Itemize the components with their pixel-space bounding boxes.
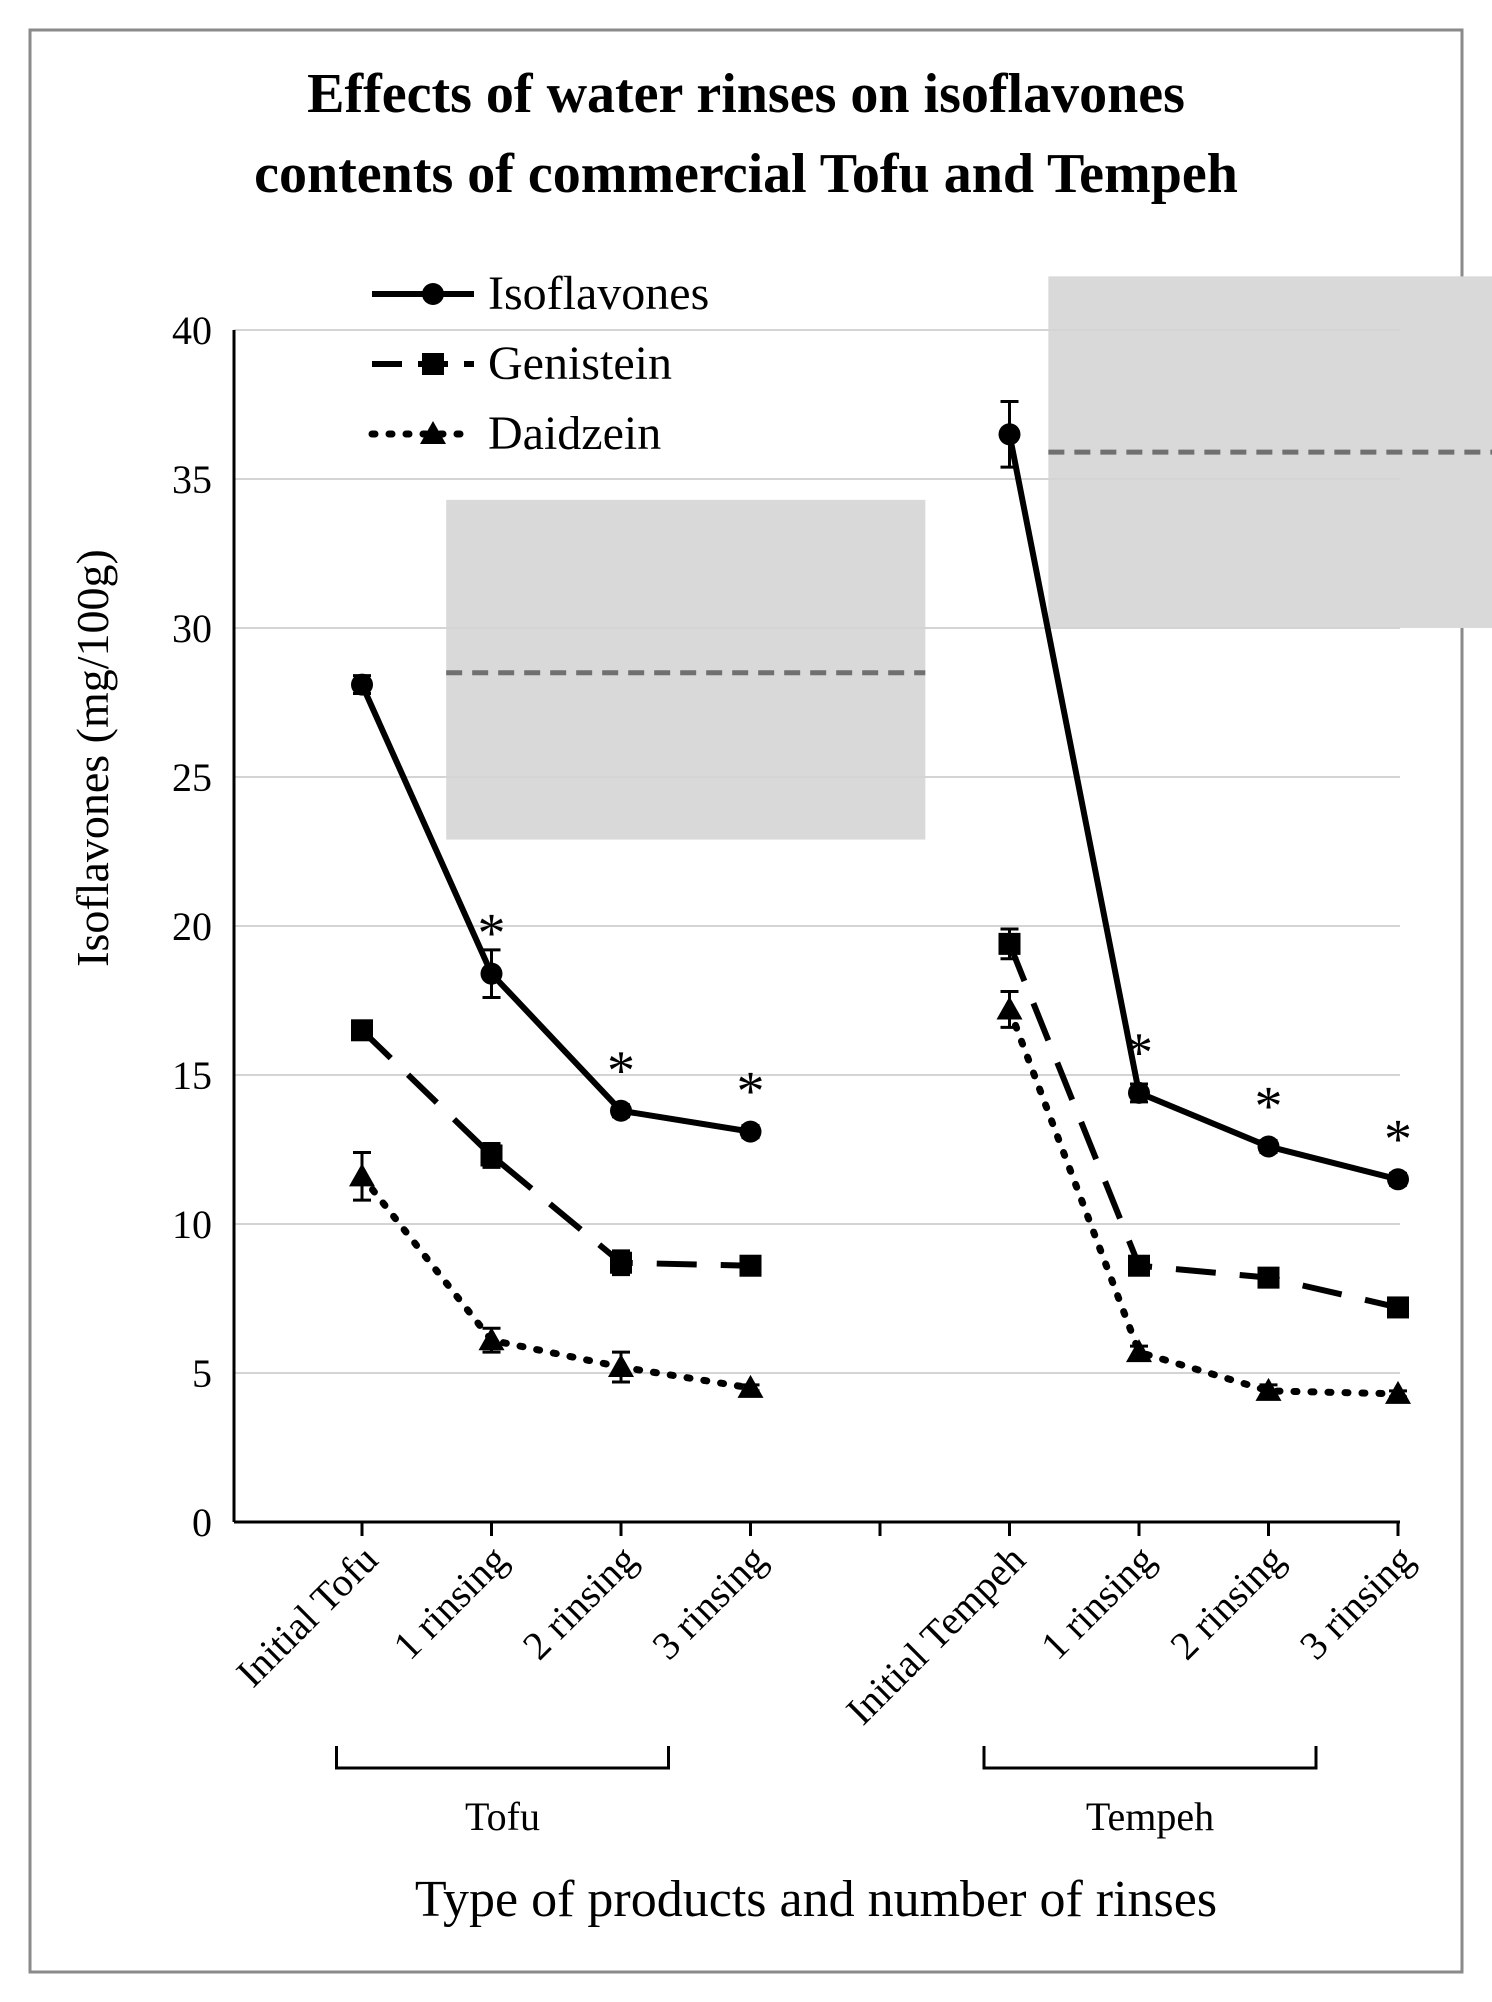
point-genistein-6 bbox=[1128, 1254, 1150, 1277]
point-isoflavones-7 bbox=[1257, 1135, 1280, 1158]
point-isoflavones-5 bbox=[998, 423, 1021, 446]
significance-star-2: * bbox=[607, 1040, 635, 1102]
legend-marker-daidzein bbox=[420, 421, 446, 444]
chart-title-line-1: Effects of water rinses on isoflavones bbox=[307, 63, 1185, 125]
point-genistein-7 bbox=[1257, 1266, 1280, 1289]
point-isoflavones-2 bbox=[610, 1099, 632, 1122]
point-genistein-3 bbox=[739, 1254, 762, 1277]
point-genistein-1 bbox=[480, 1144, 503, 1167]
series-line-isoflavones-1 bbox=[359, 683, 751, 1135]
legend-entry-daidzein: Daidzein bbox=[368, 407, 661, 460]
significance-star-7: * bbox=[1255, 1076, 1283, 1138]
group-label-2: Tempeh bbox=[1086, 1794, 1214, 1839]
point-isoflavones-3 bbox=[739, 1120, 762, 1143]
series-genistein bbox=[351, 927, 1409, 1319]
point-isoflavones-6 bbox=[1128, 1081, 1150, 1104]
y-tick-label-35: 35 bbox=[172, 457, 212, 502]
significance-star-3: * bbox=[737, 1061, 765, 1123]
y-tick-labels: 0 5 10 15 20 25 30 35 40 bbox=[172, 308, 212, 1545]
gridlines bbox=[234, 329, 1400, 1374]
significance-star-6: * bbox=[1125, 1022, 1153, 1084]
group-bracket-2 bbox=[982, 1746, 1318, 1770]
y-tick-label-10: 10 bbox=[172, 1202, 212, 1247]
y-tick-label-40: 40 bbox=[172, 308, 212, 353]
point-daidzein-1 bbox=[478, 1327, 505, 1351]
significance-markers: * * * * * * bbox=[478, 903, 1413, 1171]
point-isoflavones-1 bbox=[480, 962, 503, 985]
legend-entry-isoflavones: Isoflavones bbox=[372, 267, 709, 320]
group-bracket-1 bbox=[335, 1746, 670, 1770]
series-line-genistein-2 bbox=[1006, 942, 1399, 1311]
point-isoflavones-8 bbox=[1387, 1168, 1409, 1191]
point-genistein-2 bbox=[610, 1251, 632, 1274]
point-daidzein-8 bbox=[1385, 1380, 1411, 1404]
group-brackets: Tofu Tempeh bbox=[335, 1746, 1318, 1839]
y-tick-label-0: 0 bbox=[192, 1500, 212, 1545]
significance-star-1: * bbox=[478, 903, 506, 965]
point-genistein-8 bbox=[1387, 1296, 1409, 1319]
x-axis-label: Type of products and number of rinses bbox=[415, 1871, 1217, 1928]
series-daidzein bbox=[349, 990, 1411, 1404]
reference-lines bbox=[446, 449, 1492, 676]
point-daidzein-5 bbox=[996, 996, 1023, 1020]
series-isoflavones bbox=[351, 400, 1409, 1191]
series-line-daidzein-2 bbox=[1006, 1005, 1402, 1398]
y-tick-label-30: 30 bbox=[172, 606, 212, 651]
point-genistein-0 bbox=[351, 1019, 373, 1042]
point-daidzein-7 bbox=[1255, 1377, 1282, 1401]
series-line-genistein-1 bbox=[359, 1028, 751, 1269]
chart-title-line-2: contents of commercial Tofu and Tempeh bbox=[254, 143, 1238, 205]
series bbox=[349, 400, 1411, 1404]
legend-label-isoflavones: Isoflavones bbox=[488, 267, 709, 320]
axes bbox=[232, 330, 1400, 1536]
point-daidzein-6 bbox=[1126, 1339, 1152, 1363]
series-line-isoflavones-2 bbox=[1006, 433, 1399, 1183]
point-isoflavones-0 bbox=[351, 673, 373, 696]
point-daidzein-2 bbox=[608, 1354, 634, 1378]
reference-band-1 bbox=[446, 499, 926, 840]
y-axis-label: Isoflavones (mg/100g) bbox=[67, 549, 118, 967]
y-tick-label-5: 5 bbox=[192, 1351, 212, 1396]
legend-marker-genistein bbox=[422, 353, 444, 375]
legend-marker-isoflavones bbox=[422, 283, 444, 305]
y-tick-label-15: 15 bbox=[172, 1053, 212, 1098]
y-tick-label-25: 25 bbox=[172, 755, 212, 800]
series-line-daidzein-1 bbox=[358, 1172, 754, 1392]
significance-star-8: * bbox=[1384, 1108, 1412, 1170]
legend-entry-genistein: Genistein bbox=[372, 337, 672, 390]
group-label-1: Tofu bbox=[465, 1794, 540, 1839]
legend-label-daidzein: Daidzein bbox=[488, 407, 661, 460]
point-daidzein-3 bbox=[737, 1374, 764, 1398]
y-tick-label-20: 20 bbox=[172, 904, 212, 949]
legend-label-genistein: Genistein bbox=[488, 337, 672, 390]
point-daidzein-0 bbox=[349, 1163, 375, 1187]
point-genistein-5 bbox=[998, 932, 1021, 955]
legend: Isoflavones Genistein Daidzein bbox=[368, 267, 709, 460]
